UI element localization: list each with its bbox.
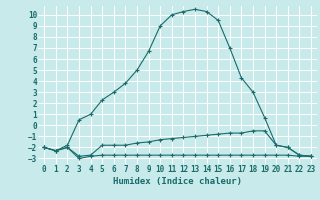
X-axis label: Humidex (Indice chaleur): Humidex (Indice chaleur) — [113, 177, 242, 186]
